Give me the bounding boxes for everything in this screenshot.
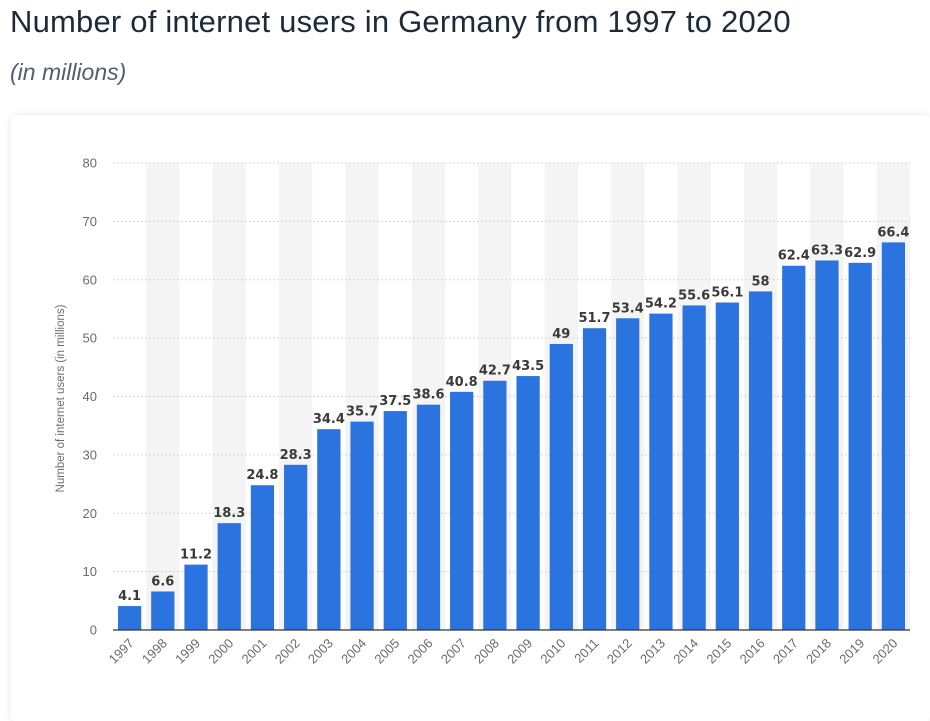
data-label: 49 [552,327,570,342]
y-tick-label: 20 [83,506,97,521]
data-label: 40.8 [446,375,478,390]
x-tick-label: 2004 [338,636,369,667]
bar [450,391,474,630]
x-tick-label: 2019 [836,636,867,667]
y-tick-label: 30 [83,447,97,462]
bar [682,305,706,630]
data-label: 62.9 [844,246,876,261]
y-tick-label: 0 [90,623,97,638]
y-tick-label: 50 [83,331,97,346]
y-axis-title: Number of internet users (in millions) [55,304,67,492]
x-tick-label: 2001 [239,636,270,667]
data-label: 58 [752,274,770,289]
x-tick-label: 2012 [604,636,635,667]
bar [117,606,142,630]
data-label: 6.6 [151,574,174,589]
bar [217,523,241,630]
bar [151,591,175,630]
bar [184,564,208,630]
bar [748,291,773,630]
x-tick-label: 2015 [703,636,734,667]
bar [815,260,839,630]
data-label: 66.4 [877,225,909,240]
y-tick-label: 80 [83,156,97,171]
x-tick-label: 2010 [537,636,568,667]
x-tick-label: 1998 [139,636,170,667]
bar [516,376,540,630]
y-tick-label: 70 [83,214,97,229]
data-label: 24.8 [246,468,278,483]
bar [715,302,739,630]
bar [582,328,607,630]
data-label: 28.3 [280,448,312,463]
bar [350,421,374,630]
bar [881,242,906,630]
data-label: 37.5 [379,394,411,409]
data-label: 54.2 [645,297,677,312]
x-tick-label: 2008 [471,636,502,667]
x-tick-label: 2011 [571,636,601,666]
bar-chart: 0 10 20 30 40 50 60 70 80 Number of internet user… [55,156,910,667]
x-tick-label: 1999 [172,636,203,667]
data-label: 11.2 [180,548,212,563]
chart-card: 0 10 20 30 40 50 60 70 80 Number of internet user… [11,115,930,721]
x-tick-label: 2000 [205,636,236,667]
bar [848,262,872,630]
y-tick-label: 40 [83,389,97,404]
y-tick-label: 10 [83,564,97,579]
x-tick-label: 2020 [869,636,900,667]
page-title: Number of internet users in Germany from… [10,4,791,39]
page-subtitle: (in millions) [10,59,127,85]
data-label: 53.4 [612,301,644,316]
bar [616,318,640,630]
x-tick-label: 2013 [637,636,668,667]
data-label: 34.4 [313,412,345,427]
x-tick-label: 2016 [737,636,768,667]
bar [317,429,341,630]
data-label: 63.3 [811,243,843,258]
bar [416,404,441,630]
x-tick-label: 2005 [371,636,402,667]
x-tick-label: 2018 [803,636,834,667]
x-tick-label: 1997 [106,636,137,667]
data-label: 42.7 [479,364,511,379]
data-label: 56.1 [711,286,743,301]
bar [250,485,275,630]
bar [383,411,407,630]
data-label: 4.1 [118,589,141,604]
x-tick-label: 2002 [272,636,303,667]
data-label: 35.7 [346,405,378,420]
bar [782,265,806,630]
bar [649,313,673,630]
x-tick-label: 2014 [670,636,701,667]
bar [549,343,573,630]
data-label: 43.5 [512,359,544,374]
data-label: 51.7 [578,311,610,326]
y-tick-label: 60 [83,272,97,287]
data-label: 38.6 [412,388,444,403]
x-tick-label: 2017 [770,636,801,667]
x-tick-label: 2006 [405,636,436,667]
x-tick-label: 2009 [504,636,535,667]
data-label: 62.4 [778,249,810,264]
data-label: 18.3 [213,506,245,521]
x-tick-label: 2003 [305,636,336,667]
bar [483,380,507,630]
bar [284,464,308,630]
x-tick-label: 2007 [438,636,469,667]
data-label: 55.6 [678,288,710,303]
